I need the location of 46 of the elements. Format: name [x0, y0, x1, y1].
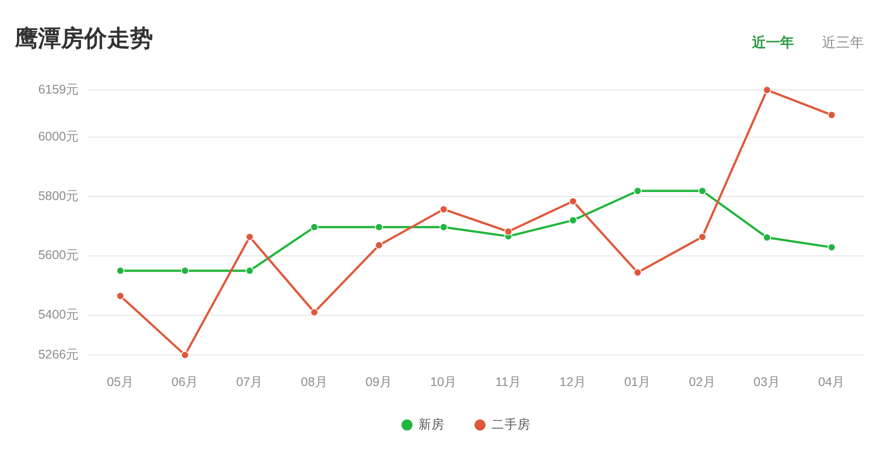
point [634, 268, 642, 277]
x-tick-label: 09月 [366, 375, 392, 389]
legend-label: 新房 [418, 416, 444, 432]
point [116, 266, 124, 275]
point [246, 266, 254, 275]
point [310, 223, 318, 232]
x-tick-label: 07月 [236, 375, 264, 389]
x-tick-label: 06月 [172, 375, 198, 389]
x-tick-label: 04月 [818, 375, 846, 389]
y-tick-label: 5400元 [38, 308, 79, 322]
text: 近三年 [822, 34, 864, 50]
point [375, 241, 383, 250]
point [375, 223, 383, 232]
point [504, 228, 512, 236]
point [828, 243, 836, 252]
y-tick-label: 6159元 [38, 82, 79, 96]
point [181, 351, 189, 359]
point [763, 233, 771, 242]
point [246, 232, 254, 241]
point [763, 86, 771, 94]
x-tick-label: 02月 [688, 375, 716, 389]
x-tick-label: 01月 [624, 375, 652, 389]
point [569, 216, 577, 224]
x-tick-label: 10月 [430, 375, 458, 389]
legend-label: 二手房 [492, 416, 530, 432]
text: 近一年 [751, 34, 794, 50]
point [310, 308, 318, 316]
x-tick-label: 03月 [754, 375, 780, 389]
point [440, 205, 448, 214]
point [698, 232, 706, 241]
point [634, 186, 642, 195]
y-tick-label: 5266元 [38, 347, 79, 362]
point [698, 186, 706, 195]
chart-title: 鹰潭房价走势 [14, 25, 153, 51]
y-tick-label: 6000元 [38, 129, 79, 144]
x-tick-label: 11月 [495, 375, 522, 389]
y-tick-label: 5600元 [38, 248, 79, 262]
point [828, 110, 836, 119]
y-tick-label: 5800元 [38, 188, 79, 203]
point [181, 266, 189, 275]
point [569, 197, 577, 206]
point [440, 223, 448, 232]
point [116, 292, 124, 300]
x-tick-label: 05月 [106, 375, 134, 389]
x-tick-label: 08月 [300, 375, 328, 389]
x-tick-label: 12月 [560, 375, 586, 389]
